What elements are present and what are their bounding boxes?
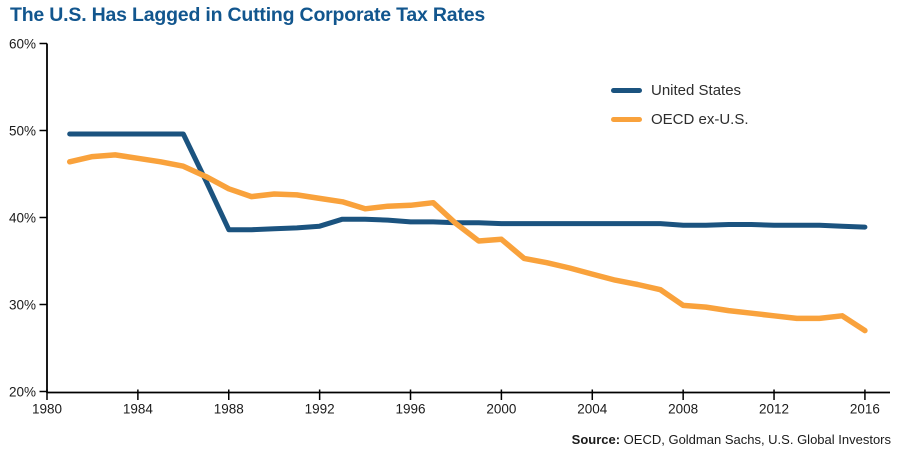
chart-title: The U.S. Has Lagged in Cutting Corporate… (10, 4, 486, 26)
x-tick-label: 1984 (123, 402, 154, 417)
x-tick-label: 2016 (850, 402, 880, 417)
x-tick-label: 2012 (759, 402, 789, 417)
source-label: Source: (571, 432, 621, 447)
x-tick-label: 1992 (305, 402, 335, 417)
legend-label-oecd: OECD ex-U.S. (651, 110, 749, 128)
data-lines (66, 131, 868, 334)
x-tick-label: 1980 (32, 402, 62, 417)
x-tick-label: 2000 (486, 402, 516, 417)
tick-labels: 60% 50% 40% 30% 20% 1980 1984 1988 1992 1996 2000 2… (9, 37, 880, 417)
y-tick-label: 60% (9, 37, 36, 52)
united-states-line (67, 131, 868, 233)
y-tick-label: 20% (9, 385, 36, 400)
y-tick-label: 30% (9, 298, 36, 313)
x-tick-label: 2004 (577, 402, 608, 417)
oecd-ex-us-line (66, 152, 868, 334)
legend-item-oecd: OECD ex-U.S. (611, 110, 749, 128)
y-tick-label: 40% (9, 211, 36, 226)
oecd-line-swatch (611, 116, 642, 122)
legend: United States OECD ex-U.S. (611, 81, 749, 139)
x-tick-label: 2008 (668, 402, 698, 417)
source-text: OECD, Goldman Sachs, U.S. Global Investo… (620, 432, 891, 447)
x-tick-label: 1988 (214, 402, 244, 417)
x-tick-label: 1996 (395, 402, 425, 417)
legend-item-united-states: United States (611, 81, 749, 99)
source-attribution: Source: OECD, Goldman Sachs, U.S. Global… (572, 432, 891, 447)
axes (39, 42, 890, 400)
legend-label-united-states: United States (651, 81, 742, 99)
united-states-line-swatch (611, 87, 642, 93)
y-tick-label: 50% (9, 124, 36, 139)
